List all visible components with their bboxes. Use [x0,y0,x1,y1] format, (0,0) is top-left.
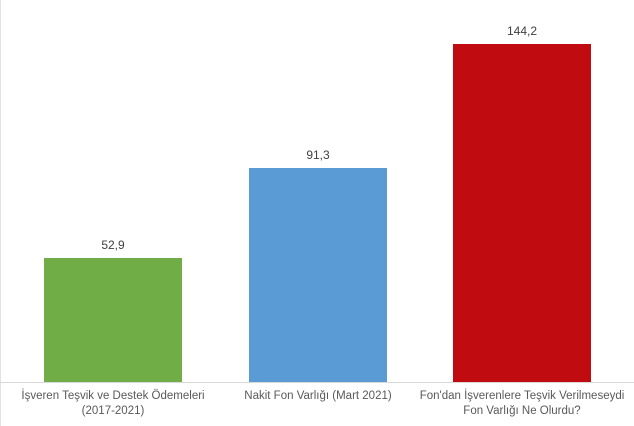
data-label-nakit-fon: 91,3 [306,148,330,162]
x-axis-line [0,382,634,383]
bar-tesvik-verilmeseydi [453,44,591,382]
data-label-tesvik-verilmeseydi: 144,2 [506,24,538,38]
bar-isveren-tesvik [44,258,182,382]
category-label-isveren-tesvik: İşveren Teşvik ve Destek Ödemeleri (2017… [21,390,205,417]
category-label-nakit-fon: Nakit Fon Varlığı (Mart 2021) [244,390,392,402]
chart-left-border [0,0,1,426]
bar-group-tesvik-verilmeseydi: 144,2 [453,24,591,382]
bar-group-isveren-tesvik: 52,9 [44,238,182,382]
category-label-tesvik-verilmeseydi: Fon'dan İşverenlere Teşvik Verilmeseydi … [419,390,625,417]
bar-nakit-fon [249,168,387,382]
bar-group-nakit-fon: 91,3 [249,148,387,382]
data-label-isveren-tesvik: 52,9 [101,238,125,252]
